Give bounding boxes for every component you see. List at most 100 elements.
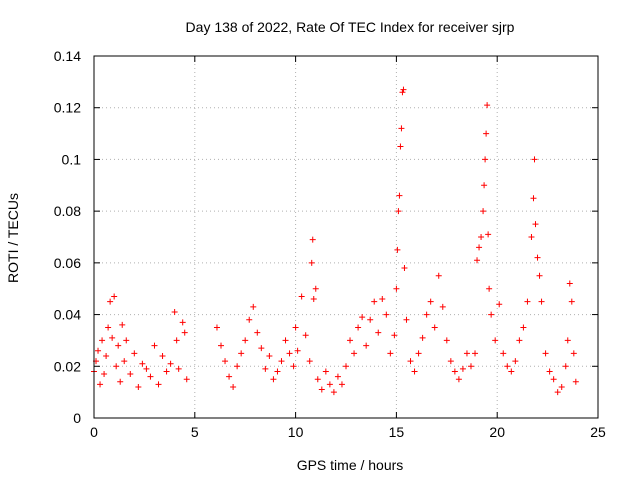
data-point xyxy=(419,334,426,341)
data-point xyxy=(318,386,325,393)
x-axis-label: GPS time / hours xyxy=(297,457,404,473)
data-point xyxy=(411,368,418,375)
data-point xyxy=(262,365,269,372)
data-point xyxy=(306,358,313,365)
x-tick-label: 20 xyxy=(489,424,505,440)
axis-ticks: 0 5 10 15 20 25 0 0.02 0.04 0.06 0.08 0.1 0.12 0.14 xyxy=(54,48,606,440)
data-point xyxy=(278,358,285,365)
data-point xyxy=(508,368,515,375)
data-point xyxy=(314,376,321,383)
data-point xyxy=(213,324,220,331)
data-point xyxy=(554,389,561,396)
data-point xyxy=(127,371,134,378)
data-point xyxy=(99,337,106,344)
data-point xyxy=(274,368,281,375)
data-point xyxy=(334,373,341,380)
data-point xyxy=(310,296,317,303)
data-point xyxy=(322,368,329,375)
data-point xyxy=(143,365,150,372)
data-point xyxy=(570,350,577,357)
data-point xyxy=(415,350,422,357)
data-point xyxy=(111,293,118,300)
data-point xyxy=(532,221,539,228)
data-point xyxy=(131,350,138,357)
data-point xyxy=(338,381,345,388)
data-point xyxy=(97,381,104,388)
data-point xyxy=(455,376,462,383)
x-tick-label: 25 xyxy=(590,424,606,440)
data-point xyxy=(520,324,527,331)
data-point xyxy=(467,363,474,370)
data-point xyxy=(119,321,126,328)
data-point xyxy=(167,360,174,367)
data-point xyxy=(179,319,186,326)
y-tick-label: 0.1 xyxy=(62,151,82,167)
y-tick-label: 0.02 xyxy=(54,358,81,374)
data-point xyxy=(139,360,146,367)
data-point xyxy=(286,350,293,357)
data-point xyxy=(512,358,519,365)
data-point xyxy=(459,365,466,372)
data-point xyxy=(95,347,102,354)
data-point xyxy=(309,236,316,243)
data-point xyxy=(396,192,403,199)
data-point xyxy=(562,363,569,370)
data-point xyxy=(181,329,188,336)
data-point xyxy=(488,311,495,318)
data-point xyxy=(474,257,481,264)
data-point xyxy=(463,350,470,357)
chart-title: Day 138 of 2022, Rate Of TEC Index for r… xyxy=(186,19,515,35)
data-point xyxy=(123,337,130,344)
data-point xyxy=(566,280,573,287)
data-point xyxy=(395,208,402,215)
data-point xyxy=(103,352,110,359)
data-point xyxy=(312,285,319,292)
data-point xyxy=(246,316,253,323)
data-point xyxy=(564,337,571,344)
data-point xyxy=(478,234,485,240)
data-point xyxy=(367,316,374,323)
data-point xyxy=(399,89,406,96)
data-point xyxy=(550,376,557,383)
data-point xyxy=(504,363,511,370)
data-point xyxy=(500,350,507,357)
data-points xyxy=(91,86,579,396)
data-point xyxy=(115,342,122,349)
data-point xyxy=(355,324,362,331)
data-point xyxy=(568,298,575,305)
data-point xyxy=(308,259,315,266)
data-point xyxy=(171,308,178,315)
data-point xyxy=(492,337,499,344)
data-point xyxy=(347,337,354,344)
y-tick-label: 0.04 xyxy=(54,307,81,323)
data-point xyxy=(155,381,162,388)
data-point xyxy=(226,373,233,380)
data-point xyxy=(266,352,273,359)
data-point xyxy=(230,383,237,390)
data-point xyxy=(359,314,366,321)
data-point xyxy=(121,358,128,365)
data-point xyxy=(135,383,142,390)
data-point xyxy=(496,301,503,308)
data-point xyxy=(383,311,390,318)
data-point xyxy=(485,231,492,238)
data-point xyxy=(524,298,531,305)
x-tick-label: 15 xyxy=(389,424,405,440)
data-point xyxy=(480,208,487,215)
data-point xyxy=(534,254,541,261)
data-point xyxy=(222,358,229,365)
y-tick-label: 0.14 xyxy=(54,48,81,64)
data-point xyxy=(542,350,549,357)
data-point xyxy=(423,311,430,318)
data-point xyxy=(330,389,337,396)
data-point xyxy=(530,195,537,202)
data-point xyxy=(371,298,378,305)
data-point xyxy=(282,337,289,344)
x-tick-label: 0 xyxy=(90,424,98,440)
y-tick-label: 0.12 xyxy=(54,100,81,116)
data-point xyxy=(270,376,277,383)
data-point xyxy=(451,368,458,375)
data-point xyxy=(113,363,120,370)
data-point xyxy=(558,383,565,390)
data-point xyxy=(363,342,370,349)
